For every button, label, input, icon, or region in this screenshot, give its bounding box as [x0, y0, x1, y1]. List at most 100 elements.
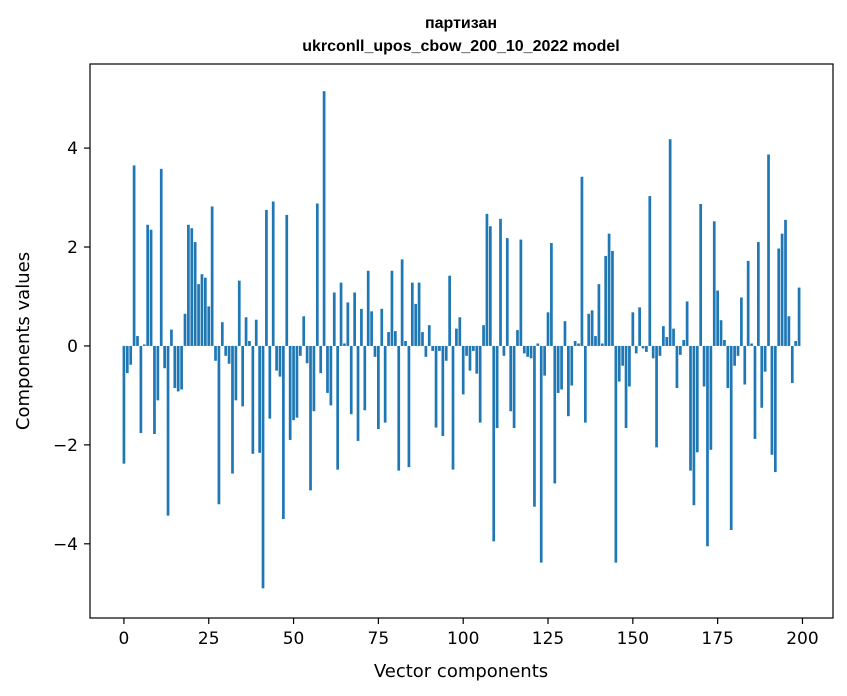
bar-147 [621, 345, 625, 366]
x-tick-label: 25 [198, 629, 220, 649]
bar-8 [149, 229, 153, 346]
bar-68 [353, 292, 356, 346]
bar-193 [777, 248, 781, 346]
bar-131 [567, 345, 570, 417]
bar-14 [170, 329, 173, 346]
bar-81 [397, 345, 401, 471]
bar-136 [583, 345, 587, 423]
bar-36 [244, 317, 248, 346]
x-axis-ticks: 0 25 50 75 100 125 150 175 200 [119, 618, 819, 649]
bar-153 [641, 345, 645, 349]
bar-6 [142, 344, 146, 346]
bar-109 [492, 345, 496, 542]
bar-191 [770, 345, 774, 455]
bar-54 [305, 345, 309, 364]
bar-180 [733, 345, 736, 366]
bar-29 [220, 322, 224, 346]
bar-182 [740, 297, 743, 346]
bar-160 [665, 337, 669, 346]
bar-128 [556, 345, 560, 393]
bar-48 [285, 214, 289, 346]
bar-55 [309, 345, 312, 491]
bar-70 [360, 308, 363, 346]
bar-155 [648, 196, 652, 346]
bar-21 [193, 242, 197, 346]
chart-title-line1: партизан [425, 15, 497, 32]
bar-77 [383, 345, 387, 423]
bar-86 [414, 303, 418, 346]
bar-126 [550, 243, 553, 346]
bar-60 [326, 345, 329, 393]
bar-195 [784, 219, 787, 346]
bar-12 [163, 345, 166, 369]
bar-151 [634, 345, 638, 354]
plot-frame [89, 63, 834, 619]
bar-117 [519, 239, 523, 346]
bar-20 [190, 228, 194, 346]
bar-172 [706, 345, 709, 547]
bar-148 [624, 345, 628, 429]
bar-66 [346, 302, 350, 346]
bar-3 [132, 165, 136, 346]
bar-63 [336, 345, 340, 470]
bar-124 [543, 345, 546, 376]
bar-118 [522, 345, 526, 354]
bar-41 [261, 345, 265, 589]
bar-149 [628, 345, 631, 387]
bar-197 [790, 345, 794, 384]
bar-106 [482, 325, 485, 346]
bar-163 [675, 345, 679, 388]
bar-1 [125, 345, 129, 374]
bar-122 [536, 343, 540, 346]
bar-50 [292, 345, 295, 421]
bar-186 [753, 345, 757, 439]
bar-175 [716, 290, 719, 346]
bar-97 [451, 345, 455, 470]
bar-88 [421, 332, 424, 346]
bar-52 [298, 345, 302, 356]
y-tick-label: −2 [53, 436, 78, 456]
bar-58 [319, 345, 323, 374]
bar-107 [485, 213, 489, 346]
bar-152 [638, 307, 641, 346]
bar-89 [424, 345, 428, 357]
bar-39 [254, 319, 258, 346]
bar-125 [546, 312, 550, 346]
bar-51 [295, 345, 299, 418]
bar-146 [617, 345, 621, 382]
x-tick-label: 125 [532, 629, 564, 649]
bar-143 [607, 233, 611, 346]
bar-100 [461, 345, 465, 395]
bar-84 [407, 345, 411, 468]
bar-139 [594, 336, 597, 346]
bar-161 [668, 139, 672, 346]
bar-65 [343, 343, 346, 346]
bar-178 [726, 345, 730, 388]
bar-119 [526, 345, 530, 357]
bar-32 [231, 345, 234, 474]
bar-199 [797, 287, 801, 346]
x-tick-label: 200 [786, 629, 818, 649]
bar-177 [723, 340, 726, 346]
bars-group [122, 91, 801, 589]
bar-110 [495, 345, 499, 429]
bar-142 [604, 255, 608, 346]
bar-47 [282, 345, 285, 520]
bar-82 [400, 259, 404, 346]
bar-27 [214, 345, 217, 361]
bar-73 [370, 311, 373, 346]
bar-183 [743, 345, 747, 385]
bar-40 [258, 345, 261, 453]
bar-34 [237, 280, 241, 346]
bar-2 [129, 345, 133, 365]
bar-137 [587, 313, 591, 346]
bar-56 [312, 345, 316, 412]
bar-91 [431, 345, 435, 351]
bar-171 [702, 345, 706, 387]
bar-154 [645, 345, 648, 352]
bar-157 [655, 345, 658, 448]
bar-181 [736, 345, 740, 356]
bar-198 [794, 341, 798, 346]
bar-185 [750, 343, 753, 346]
bar-170 [699, 203, 703, 346]
